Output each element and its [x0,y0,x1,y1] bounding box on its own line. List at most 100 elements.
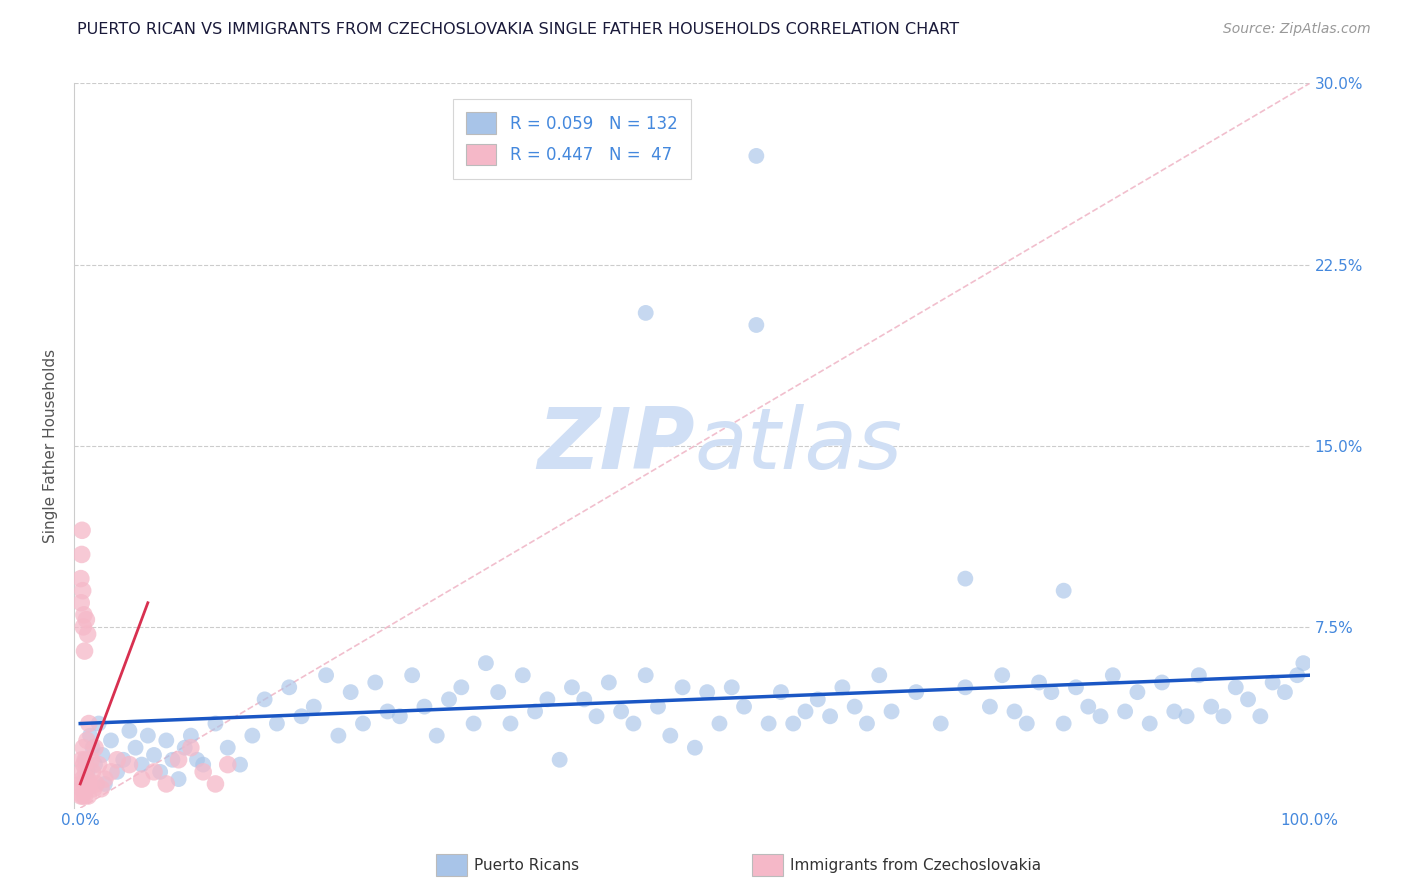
Point [315,668,337,682]
Point [1261,675,1284,690]
Point [76,733,98,747]
Point [91,747,114,762]
Point [1064,681,1087,695]
Point [73,777,96,791]
Point [794,705,817,719]
Point [143,764,166,779]
Point [84,777,107,791]
Text: Source: ZipAtlas.com: Source: ZipAtlas.com [1223,22,1371,37]
Point [1090,709,1112,723]
Point [1015,716,1038,731]
Point [364,675,387,690]
Point [733,699,755,714]
Point [1188,668,1211,682]
Point [955,572,977,586]
Point [112,753,135,767]
Point [76,764,98,779]
Point [155,777,177,791]
Point [94,777,117,791]
Point [352,716,374,731]
Point [1040,685,1063,699]
Point [782,716,804,731]
Point [1237,692,1260,706]
Y-axis label: Single Father Households: Single Father Households [44,349,58,543]
Point [100,764,122,779]
Point [905,685,928,699]
Point [278,681,301,695]
Text: atlas: atlas [695,404,903,487]
Point [73,757,96,772]
Point [1028,675,1050,690]
Point [204,777,226,791]
Point [536,692,558,706]
Point [1163,705,1185,719]
Point [75,753,97,767]
Point [745,149,768,163]
Point [1114,705,1136,719]
Point [880,705,903,719]
Point [70,572,93,586]
Point [1101,668,1123,682]
Point [1249,709,1271,723]
Point [118,757,141,772]
Point [524,705,547,719]
Point [77,789,100,803]
Point [290,709,312,723]
Point [191,757,214,772]
Point [401,668,423,682]
Point [70,548,93,562]
Point [149,764,172,779]
Point [486,685,509,699]
Text: Puerto Ricans: Puerto Ricans [474,858,579,872]
Point [253,692,276,706]
Point [83,781,105,796]
Point [1199,699,1222,714]
Point [75,781,97,796]
Point [450,681,472,695]
Point [70,781,93,796]
Point [80,753,103,767]
Point [167,772,190,786]
Text: ZIP: ZIP [537,404,695,487]
Point [84,757,107,772]
Legend: R = 0.059   N = 132, R = 0.447   N =  47: R = 0.059 N = 132, R = 0.447 N = 47 [453,99,690,178]
Point [979,699,1001,714]
Point [929,716,952,731]
Point [73,789,96,803]
Point [1175,709,1198,723]
Point [70,764,93,779]
Point [87,716,110,731]
Point [79,777,101,791]
Point [1053,583,1076,598]
Point [1004,705,1026,719]
Point [79,729,101,743]
Point [1292,656,1315,670]
Point [118,723,141,738]
Point [1212,709,1234,723]
Point [72,772,94,786]
Point [75,753,97,767]
Point [70,789,93,803]
Point [463,716,485,731]
Point [124,740,146,755]
Point [75,764,97,779]
Point [82,740,104,755]
Point [831,681,853,695]
Point [377,705,399,719]
Point [162,753,184,767]
Point [229,757,252,772]
Point [328,729,350,743]
Point [437,692,460,706]
Point [73,644,96,658]
Point [72,583,94,598]
Point [76,627,98,641]
Point [70,753,93,767]
Point [105,753,128,767]
Point [574,692,596,706]
Text: PUERTO RICAN VS IMMIGRANTS FROM CZECHOSLOVAKIA SINGLE FATHER HOUSEHOLDS CORRELAT: PUERTO RICAN VS IMMIGRANTS FROM CZECHOSL… [77,22,959,37]
Point [499,716,522,731]
Point [82,764,104,779]
Point [173,740,195,755]
Point [634,668,657,682]
Point [1150,675,1173,690]
